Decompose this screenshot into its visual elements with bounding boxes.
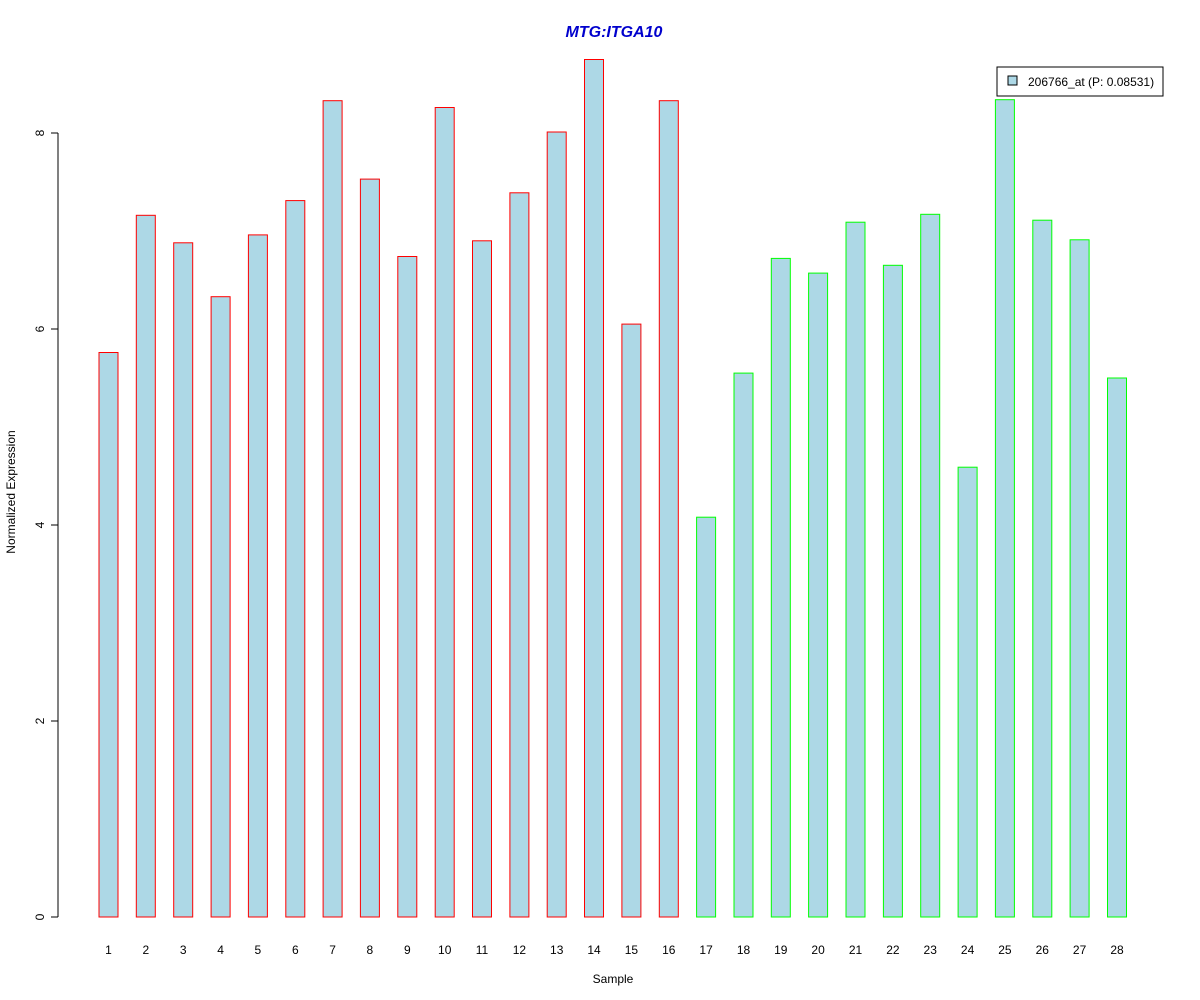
x-tick-label: 13 (550, 943, 564, 957)
x-tick-label: 27 (1073, 943, 1087, 957)
bar-sample-15 (621, 323, 642, 918)
x-axis-label: Sample (593, 972, 634, 986)
x-tick-label: 4 (217, 943, 224, 957)
x-tick-label: 26 (1036, 943, 1050, 957)
bar-sample-8 (359, 178, 380, 918)
x-tick-label: 17 (699, 943, 713, 957)
x-tick-label: 24 (961, 943, 975, 957)
y-tick-label: 6 (33, 325, 47, 332)
x-tick-label: 28 (1110, 943, 1124, 957)
x-tick-label: 23 (924, 943, 938, 957)
x-tick-label: 10 (438, 943, 452, 957)
x-tick-label: 11 (476, 943, 489, 957)
x-tick-label: 8 (367, 943, 374, 957)
y-tick-label: 0 (33, 913, 47, 920)
bar-sample-23 (920, 213, 941, 918)
bar-sample-25 (994, 99, 1015, 918)
bar-sample-12 (509, 192, 530, 918)
bar-sample-11 (472, 240, 492, 918)
y-tick-label: 2 (33, 717, 47, 724)
chart-title: MTG:ITGA10 (566, 24, 663, 41)
bar-sample-20 (808, 272, 829, 918)
x-tick-label: 12 (513, 943, 527, 957)
x-tick-label: 18 (737, 943, 751, 957)
x-tick-label: 21 (849, 943, 863, 957)
x-tick-label: 16 (662, 943, 676, 957)
legend-entry: 206766_at (P: 0.08531) (1028, 75, 1154, 89)
legend: 206766_at (P: 0.08531) (996, 66, 1164, 97)
x-tick-label: 2 (142, 943, 149, 957)
x-tick-label: 20 (811, 943, 825, 957)
legend-swatch (1007, 75, 1018, 86)
x-tick-label: 22 (886, 943, 900, 957)
bar-sample-17 (696, 516, 717, 918)
y-tick-label: 8 (33, 129, 47, 136)
bar-sample-1 (98, 352, 119, 918)
bar-sample-10 (434, 107, 455, 918)
y-tick-label: 4 (33, 521, 47, 528)
y-axis: 0 2 4 6 8 (33, 129, 59, 920)
x-tick-label: 14 (587, 943, 601, 957)
x-tick-label: 9 (404, 943, 411, 957)
bar-sample-24 (957, 466, 978, 918)
x-tick-label: 5 (255, 943, 262, 957)
bar-sample-18 (733, 372, 754, 918)
bar-sample-28 (1107, 377, 1127, 918)
bar-sample-19 (770, 257, 791, 918)
bar-sample-14 (584, 59, 604, 918)
bars-group (98, 59, 1127, 918)
legend-box (996, 66, 1164, 97)
bar-sample-3 (173, 242, 194, 918)
x-tick-labels: 1 2 3 4 5 6 7 8 9 10 11 12 13 14 15 16 17 18 19 20 21 22 23 24 2… (105, 943, 1124, 957)
x-tick-label: 3 (180, 943, 187, 957)
bar-sample-7 (322, 100, 343, 918)
x-tick-label: 1 (105, 943, 112, 957)
x-tick-label: 6 (292, 943, 299, 957)
bar-sample-21 (845, 221, 866, 918)
bar-sample-2 (135, 214, 156, 918)
bar-sample-13 (546, 131, 567, 918)
y-axis-label: Normalized Expression (4, 430, 18, 553)
x-tick-label: 25 (998, 943, 1012, 957)
bar-sample-5 (247, 234, 268, 918)
bar-sample-22 (882, 264, 903, 918)
bar-sample-4 (210, 296, 231, 918)
bar-sample-26 (1032, 219, 1053, 918)
bar-sample-6 (285, 200, 306, 918)
x-tick-label: 15 (625, 943, 639, 957)
bar-sample-16 (658, 100, 679, 918)
x-tick-label: 19 (774, 943, 788, 957)
bar-sample-27 (1069, 239, 1090, 918)
x-tick-label: 7 (329, 943, 336, 957)
bar-sample-9 (397, 256, 418, 918)
